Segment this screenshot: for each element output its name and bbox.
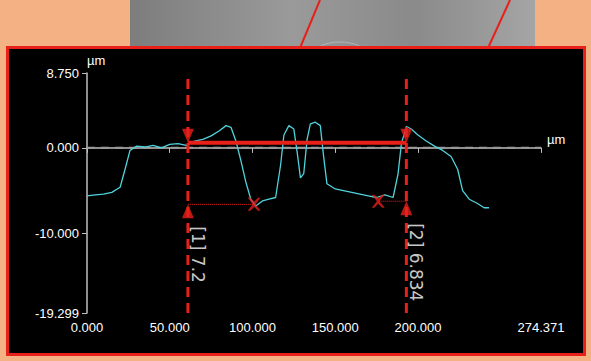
svg-text:200.000: 200.000	[394, 320, 441, 335]
svg-text:[2] 6.834: [2] 6.834	[406, 223, 426, 301]
svg-text:-10.000: -10.000	[35, 226, 79, 241]
svg-text:0.000: 0.000	[71, 320, 104, 335]
svg-text:274.371: 274.371	[518, 320, 565, 335]
svg-text:50.000: 50.000	[150, 320, 190, 335]
svg-text:µm: µm	[87, 53, 105, 68]
svg-text:0.000: 0.000	[46, 140, 79, 155]
svg-text:-19.299: -19.299	[35, 306, 79, 321]
svg-text:100.000: 100.000	[229, 320, 276, 335]
svg-text:8.750: 8.750	[46, 66, 79, 81]
svg-text:[1] 7.2: [1] 7.2	[188, 226, 208, 283]
svg-text:150.000: 150.000	[312, 320, 359, 335]
svg-text:µm: µm	[547, 132, 565, 147]
